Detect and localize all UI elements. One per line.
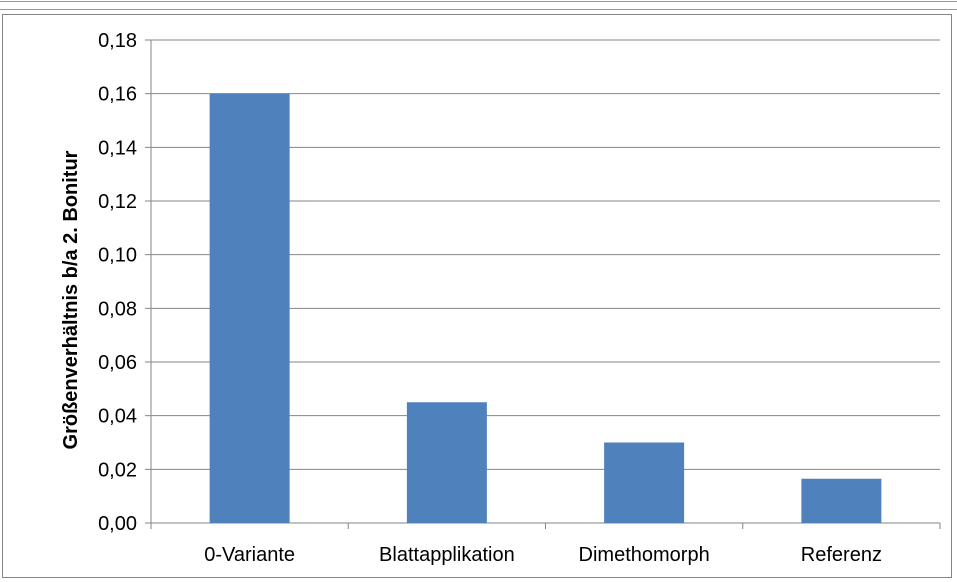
x-tick-label: Blattapplikation [379, 544, 515, 566]
chart-frame: 0,00 0,02 0,04 0,06 0,08 0,10 0,12 0,14 0,16 0,18… [2, 14, 952, 578]
y-tick-label: 0,16 [98, 84, 137, 106]
y-axis-ticks: 0,00 0,02 0,04 0,06 0,08 0,10 0,12 0,14 0,16 0,18 [98, 30, 151, 535]
y-tick-label: 0,18 [98, 30, 137, 52]
y-tick-label: 0,04 [98, 406, 137, 428]
y-axis-label: Größenverhältnis b/a 2. Bonitur [60, 150, 82, 449]
x-tick-label: Dimethomorph [579, 544, 710, 566]
x-tick-label: 0-Variante [204, 544, 295, 566]
y-tick-label: 0,02 [98, 459, 137, 481]
x-tick-label: Referenz [801, 544, 882, 566]
bar [604, 442, 685, 523]
border-line [0, 1, 957, 2]
bar [209, 93, 290, 524]
y-tick-label: 0,12 [98, 191, 137, 213]
y-tick-label: 0,08 [98, 298, 137, 320]
bars [209, 93, 882, 524]
window-top-border [0, 0, 957, 14]
y-tick-label: 0,14 [98, 137, 137, 159]
x-axis-ticks: 0-Variante Blattapplikation Dimethomorph Re… [150, 523, 941, 566]
bar [406, 402, 487, 523]
y-tick-label: 0,00 [98, 513, 137, 535]
bar-chart: 0,00 0,02 0,04 0,06 0,08 0,10 0,12 0,14 0,16 0,18… [60, 30, 941, 566]
bar [801, 478, 882, 523]
y-tick-label: 0,10 [98, 245, 137, 267]
y-tick-label: 0,06 [98, 352, 137, 374]
border-line [0, 9, 957, 10]
